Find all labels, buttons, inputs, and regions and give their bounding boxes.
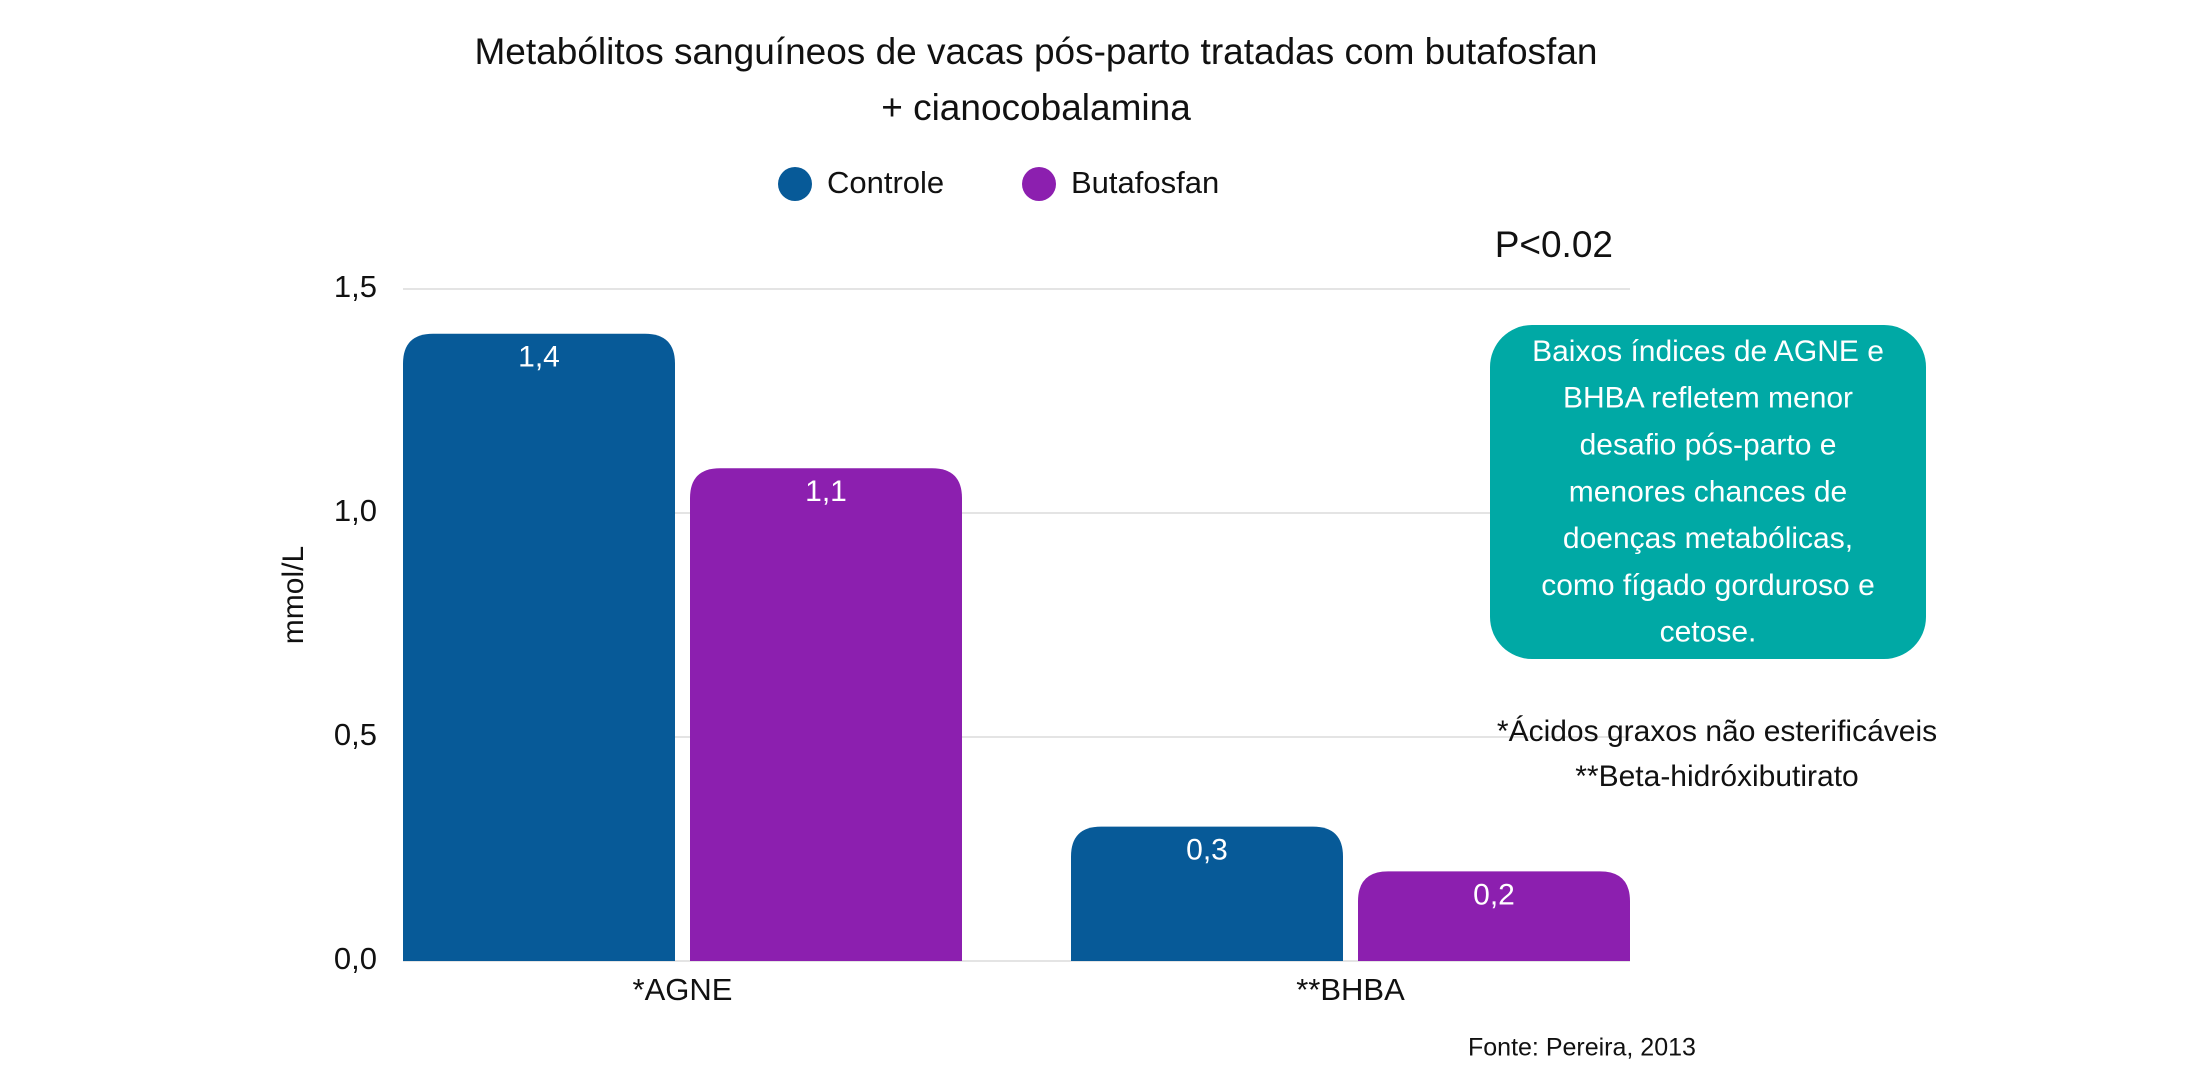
callout-box — [1490, 325, 1926, 659]
callout-text: como fígado gorduroso e — [1541, 569, 1875, 602]
chart-title: Metabólitos sanguíneos de vacas pós-part… — [474, 31, 1597, 72]
callout-text: cetose. — [1660, 616, 1757, 649]
callout-text: menores chances de — [1569, 475, 1848, 508]
value-label: 0,2 — [1473, 878, 1515, 911]
callout-text: doenças metabólicas, — [1563, 522, 1853, 555]
bar — [690, 468, 962, 961]
y-tick-label: 0,5 — [334, 717, 377, 752]
x-tick-label: *AGNE — [633, 972, 733, 1007]
y-tick-label: 0,0 — [334, 941, 377, 976]
bar — [403, 333, 675, 961]
chart-title: + cianocobalamina — [881, 87, 1191, 128]
footnote: *Ácidos graxos não esterificáveis — [1497, 715, 1937, 748]
y-tick-label: 1,0 — [334, 493, 377, 528]
bar — [1358, 871, 1630, 961]
footnote: **Beta-hidróxibutirato — [1575, 760, 1859, 793]
value-label: 0,3 — [1186, 834, 1228, 867]
annotation: P<0.02 — [1495, 224, 1613, 265]
legend-label: Butafosfan — [1071, 165, 1219, 200]
bar — [1071, 826, 1343, 961]
callout-text: BHBA refletem menor — [1563, 382, 1853, 415]
legend-swatch — [778, 167, 812, 201]
value-label: 1,1 — [805, 475, 847, 508]
x-tick-label: **BHBA — [1296, 972, 1405, 1007]
callout-text: desafio pós-parto e — [1580, 429, 1837, 462]
y-axis-label: mmol/L — [277, 546, 310, 644]
value-label: 1,4 — [518, 341, 560, 374]
callout-text: Baixos índices de AGNE e — [1532, 335, 1884, 368]
source: Fonte: Pereira, 2013 — [1468, 1034, 1696, 1062]
y-tick-label: 1,5 — [334, 269, 377, 304]
legend-swatch — [1022, 167, 1056, 201]
legend-label: Controle — [827, 165, 944, 200]
